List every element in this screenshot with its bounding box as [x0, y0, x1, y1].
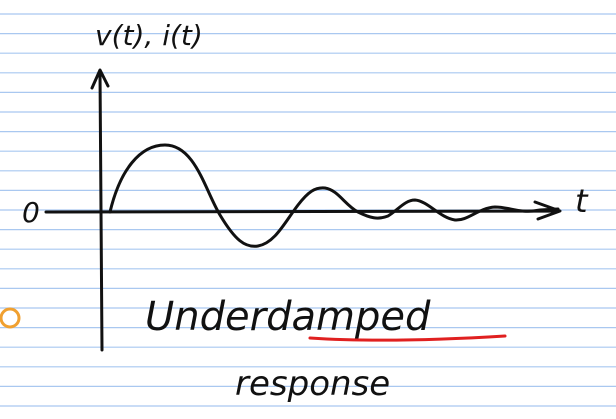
origin-label: 0	[22, 196, 40, 229]
caption-line-1: Underdamped	[145, 294, 431, 340]
response-curve	[110, 145, 558, 246]
page: {"labels": {"y_axis": "v(t), i(t)", "ori…	[0, 0, 616, 419]
caption-line-2: response	[235, 364, 390, 404]
note-page: v(t), i(t) 0 t Underdamped response	[0, 0, 616, 419]
y-axis-label: v(t), i(t)	[95, 19, 203, 52]
margin-mark	[1, 309, 19, 327]
x-axis-label: t	[575, 182, 589, 220]
